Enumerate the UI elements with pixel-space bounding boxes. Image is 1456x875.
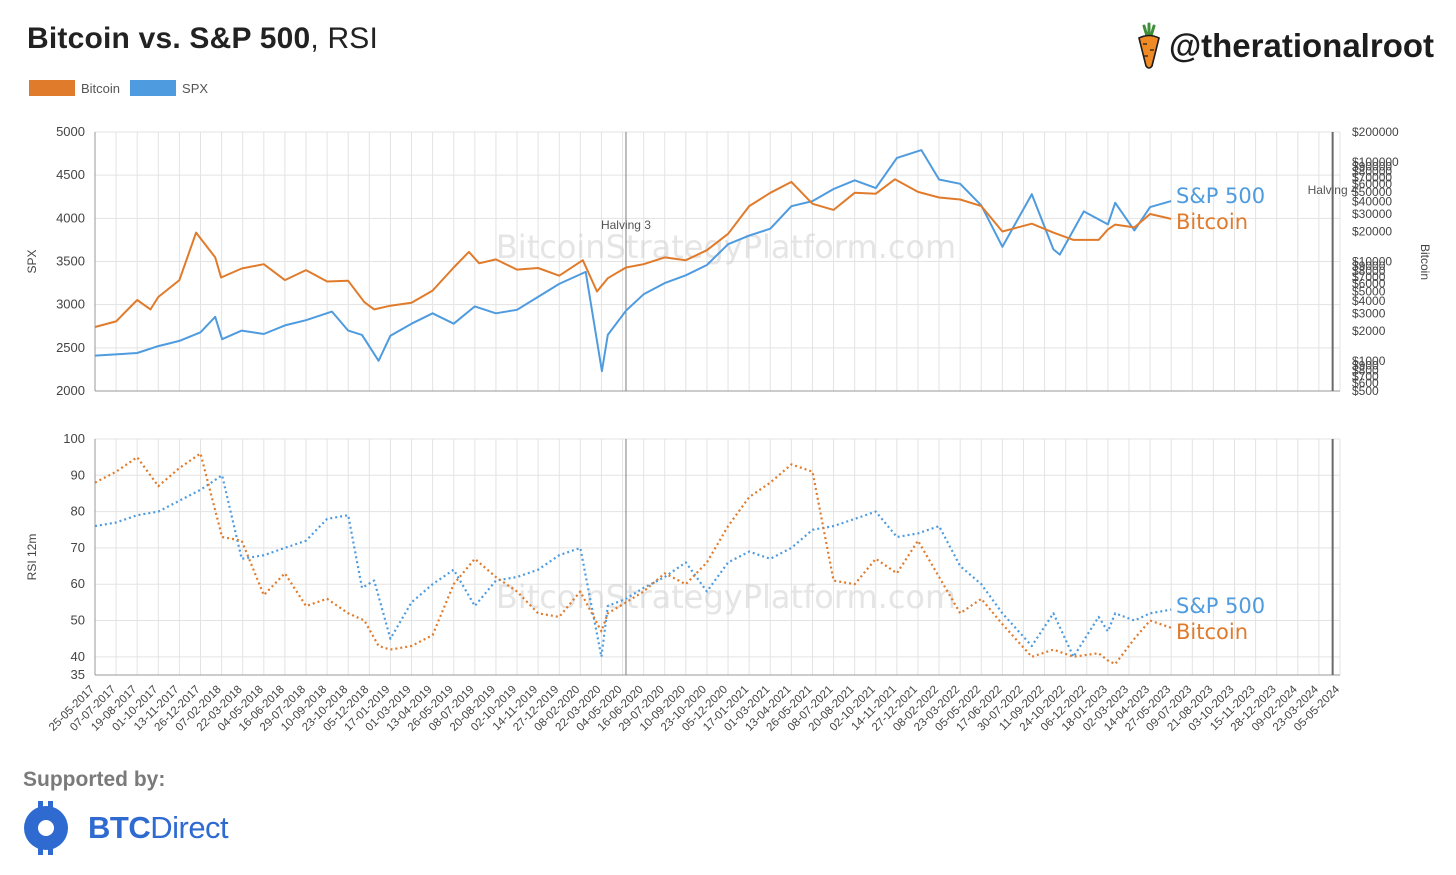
- y-tick-label: 4500: [56, 167, 85, 182]
- y2-tick-label: $9000: [1352, 259, 1386, 273]
- y-axis-title: RSI 12m: [25, 534, 39, 581]
- sponsor-name-bold: BTC: [88, 810, 151, 845]
- series-end-label-spx: S&P 500: [1176, 184, 1265, 208]
- y2-tick-label: $8000: [1352, 264, 1386, 278]
- chart-title: Bitcoin vs. S&P 500, RSI: [27, 22, 378, 56]
- legend-label-spx: SPX: [182, 80, 209, 96]
- y2-tick-label: $1000: [1352, 354, 1386, 368]
- y-tick-label: 3500: [56, 254, 85, 269]
- title-main: Bitcoin vs. S&P 500: [27, 22, 311, 55]
- y2-tick-label: $700: [1352, 369, 1379, 383]
- y-tick-label: 70: [71, 540, 85, 555]
- y2-tick-label: $200000: [1352, 125, 1399, 139]
- y2-tick-label: $50000: [1352, 185, 1392, 199]
- y2-tick-label: $80000: [1352, 165, 1392, 179]
- y2-tick-label: $40000: [1352, 195, 1392, 209]
- y2-tick-label: $7000: [1352, 270, 1386, 284]
- y-axis-title: SPX: [25, 249, 39, 273]
- y2-tick-label: $6000: [1352, 277, 1386, 291]
- y-tick-label: 40: [71, 649, 85, 664]
- y-tick-label: 5000: [56, 124, 85, 139]
- y-tick-label: 35: [71, 667, 85, 682]
- brand-handle: @therationalroot: [1168, 27, 1434, 64]
- y2-tick-label: $90000: [1352, 160, 1392, 174]
- sponsor-name-light: Direct: [150, 810, 229, 845]
- y2-tick-label: $800: [1352, 364, 1379, 378]
- y2-tick-label: $70000: [1352, 170, 1392, 184]
- y-tick-label: 100: [63, 431, 85, 446]
- halving-label: Halving 4: [1308, 183, 1358, 197]
- sponsor-logo[interactable]: BTCDirect: [22, 800, 229, 856]
- y-tick-label: 2500: [56, 340, 85, 355]
- y2-tick-label: $30000: [1352, 207, 1392, 221]
- y-tick-label: 50: [71, 613, 85, 628]
- sponsor-name: BTCDirect: [88, 810, 229, 846]
- y2-tick-label: $900: [1352, 359, 1379, 373]
- chart-canvas: 5000 4500 4000 3500 3000 2500 2000 SPX $200000 $1…: [25, 124, 1432, 734]
- y2-tick-label: $20000: [1352, 225, 1392, 239]
- series-line-bitcoin: [94, 452, 1172, 666]
- y-tick-label: 90: [71, 467, 85, 482]
- y2-tick-label: $100000: [1352, 155, 1399, 169]
- chart-legend: Bitcoin SPX: [29, 80, 218, 96]
- y2-axis-title: Bitcoin: [1418, 244, 1432, 280]
- btc-direct-icon: [24, 801, 68, 855]
- y-tick-label: 4000: [56, 210, 85, 225]
- halving-label: Halving 3: [601, 218, 651, 232]
- legend-item-spx[interactable]: SPX: [130, 80, 208, 96]
- legend-swatch-spx: [130, 80, 177, 96]
- title-sub: , RSI: [310, 22, 379, 55]
- y2-tick-label: $60000: [1352, 177, 1392, 191]
- series-line-spx: [94, 474, 1172, 658]
- legend-swatch-bitcoin: [29, 80, 75, 96]
- series-end-label-bitcoin: Bitcoin: [1176, 210, 1248, 234]
- series-line-spx: [94, 149, 1172, 373]
- y2-tick-label: $5000: [1352, 284, 1386, 298]
- y2-tick-label: $600: [1352, 376, 1379, 390]
- brand: @therationalroot: [1135, 22, 1434, 70]
- series-line-bitcoin: [94, 178, 1172, 328]
- watermark-text: BitcoinStrategyPlatform.com: [496, 578, 956, 616]
- series-end-label-spx: S&P 500: [1176, 594, 1265, 618]
- legend-label-bitcoin: Bitcoin: [81, 80, 121, 96]
- legend-item-bitcoin[interactable]: Bitcoin: [29, 80, 120, 96]
- supported-by-label: Supported by:: [23, 768, 166, 791]
- y2-tick-label: $2000: [1352, 324, 1386, 338]
- y2-tick-label: $3000: [1352, 307, 1386, 321]
- y-tick-label: 60: [71, 576, 85, 591]
- y2-tick-label: $4000: [1352, 294, 1386, 308]
- y-tick-label: 2000: [56, 383, 85, 398]
- y-tick-label: 80: [71, 504, 85, 519]
- y2-tick-label: $10000: [1352, 255, 1392, 269]
- y2-tick-label: $500: [1352, 384, 1379, 398]
- series-end-label-bitcoin: Bitcoin: [1176, 620, 1248, 644]
- y-tick-label: 3000: [56, 297, 85, 312]
- carrot-icon: [1138, 22, 1160, 69]
